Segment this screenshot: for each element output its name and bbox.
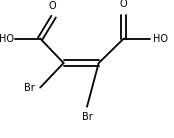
Text: O: O (49, 1, 57, 11)
Text: Br: Br (24, 83, 34, 93)
Text: O: O (120, 0, 128, 9)
Text: HO: HO (153, 34, 168, 44)
Text: HO: HO (0, 34, 14, 44)
Text: Br: Br (82, 112, 92, 122)
